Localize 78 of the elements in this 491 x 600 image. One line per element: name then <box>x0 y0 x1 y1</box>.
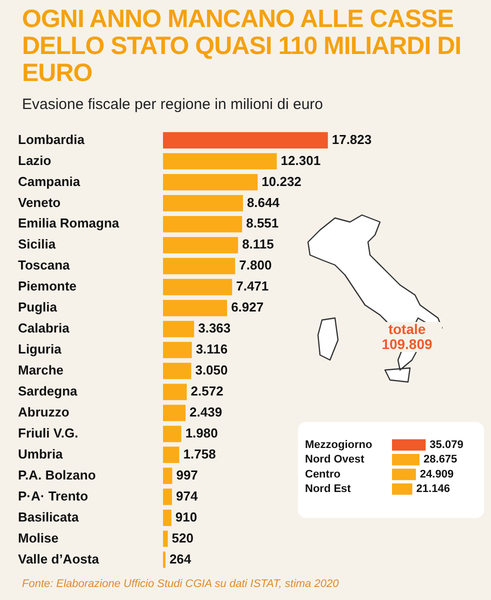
data-label: 2.572 <box>190 384 224 399</box>
bar <box>163 426 182 442</box>
bar <box>163 342 192 358</box>
data-label: 28.675 <box>424 454 458 466</box>
bar <box>163 384 187 400</box>
data-label: 8.551 <box>246 216 279 231</box>
data-label: 974 <box>176 488 198 504</box>
data-label: 910 <box>175 509 198 524</box>
y-tick-label: Abruzzo <box>18 404 70 420</box>
data-label: 10.232 <box>262 174 302 189</box>
data-label: 1.980 <box>185 425 218 440</box>
bar <box>163 174 258 190</box>
bar <box>163 216 242 232</box>
data-label: 21.146 <box>416 483 450 496</box>
y-tick-label: Emilia Romagna <box>18 216 120 231</box>
bar <box>163 153 277 170</box>
data-label: 3.050 <box>195 362 228 378</box>
data-label: 1.758 <box>183 446 216 462</box>
data-label: 2.439 <box>190 404 222 420</box>
bar <box>392 439 426 451</box>
data-label: 12.301 <box>280 152 321 168</box>
bar <box>163 488 172 505</box>
bar <box>163 404 186 422</box>
source-note: Fonte: Elaborazione Ufficio Studi CGIA su dati ISTAT, stima 2020 <box>22 578 339 590</box>
bar <box>392 468 416 480</box>
data-label: 35.079 <box>430 438 464 451</box>
data-label: 24.909 <box>420 468 454 480</box>
y-tick-label: P.A. Bolzano <box>18 467 96 482</box>
bar <box>163 258 236 274</box>
y-tick-label: Piemonte <box>18 278 77 294</box>
y-tick-label: Veneto <box>18 194 61 210</box>
bar <box>392 454 420 466</box>
chart-subtitle: Evasione fiscale per regione in milioni di euro <box>22 96 323 113</box>
y-tick-label: Sardegna <box>18 384 78 399</box>
y-tick-label: Nord Est <box>305 483 352 496</box>
y-tick-label: P·A· Trento <box>18 488 88 504</box>
chart-title: OGNI ANNO MANCANO ALLE CASSE DELLO STATO QUASI 110 MILIARDI DI EURO <box>22 5 462 87</box>
data-label: 6.927 <box>231 300 264 315</box>
bar <box>163 300 228 316</box>
data-label: 8.644 <box>246 194 280 210</box>
bar <box>163 132 328 148</box>
y-tick-label: Sicilia <box>18 236 56 252</box>
y-tick-label: Nord Ovest <box>305 454 365 466</box>
data-label: 7.800 <box>239 258 272 273</box>
data-label: 520 <box>172 530 194 546</box>
y-tick-label: Lombardia <box>18 132 86 147</box>
data-label: 7.471 <box>236 278 269 294</box>
y-tick-label: Molise <box>18 530 58 546</box>
bar <box>163 530 168 547</box>
bar <box>163 510 172 526</box>
data-label: 3.363 <box>198 320 231 336</box>
bar <box>163 278 232 296</box>
y-tick-label: Centro <box>305 468 341 480</box>
text: totale 109.809 <box>372 321 442 352</box>
y-tick-label: Valle d’Aosta <box>18 551 100 566</box>
bar <box>163 195 243 212</box>
y-tick-label: Campania <box>18 174 81 189</box>
y-tick-label: Friuli V.G. <box>18 425 78 440</box>
data-label: 997 <box>176 467 198 482</box>
data-label: 17.823 <box>332 132 372 147</box>
y-tick-label: Calabria <box>18 320 70 336</box>
y-tick-label: Umbria <box>18 446 64 462</box>
data-label: 3.116 <box>196 342 228 357</box>
bar <box>163 236 238 254</box>
data-label: 8.115 <box>242 236 274 252</box>
y-tick-label: Puglia <box>18 300 58 315</box>
bar <box>163 320 194 338</box>
y-tick-label: Marche <box>18 362 64 378</box>
data-label: 264 <box>169 551 192 566</box>
bar <box>392 483 412 495</box>
bar <box>163 362 192 380</box>
bar <box>163 446 180 464</box>
bar <box>163 468 172 484</box>
y-tick-label: Basilicata <box>18 509 80 524</box>
y-tick-label: Liguria <box>18 342 62 357</box>
y-tick-label: Toscana <box>18 258 71 273</box>
y-tick-label: Mezzogiorno <box>305 438 372 451</box>
y-tick-label: Lazio <box>18 152 52 168</box>
